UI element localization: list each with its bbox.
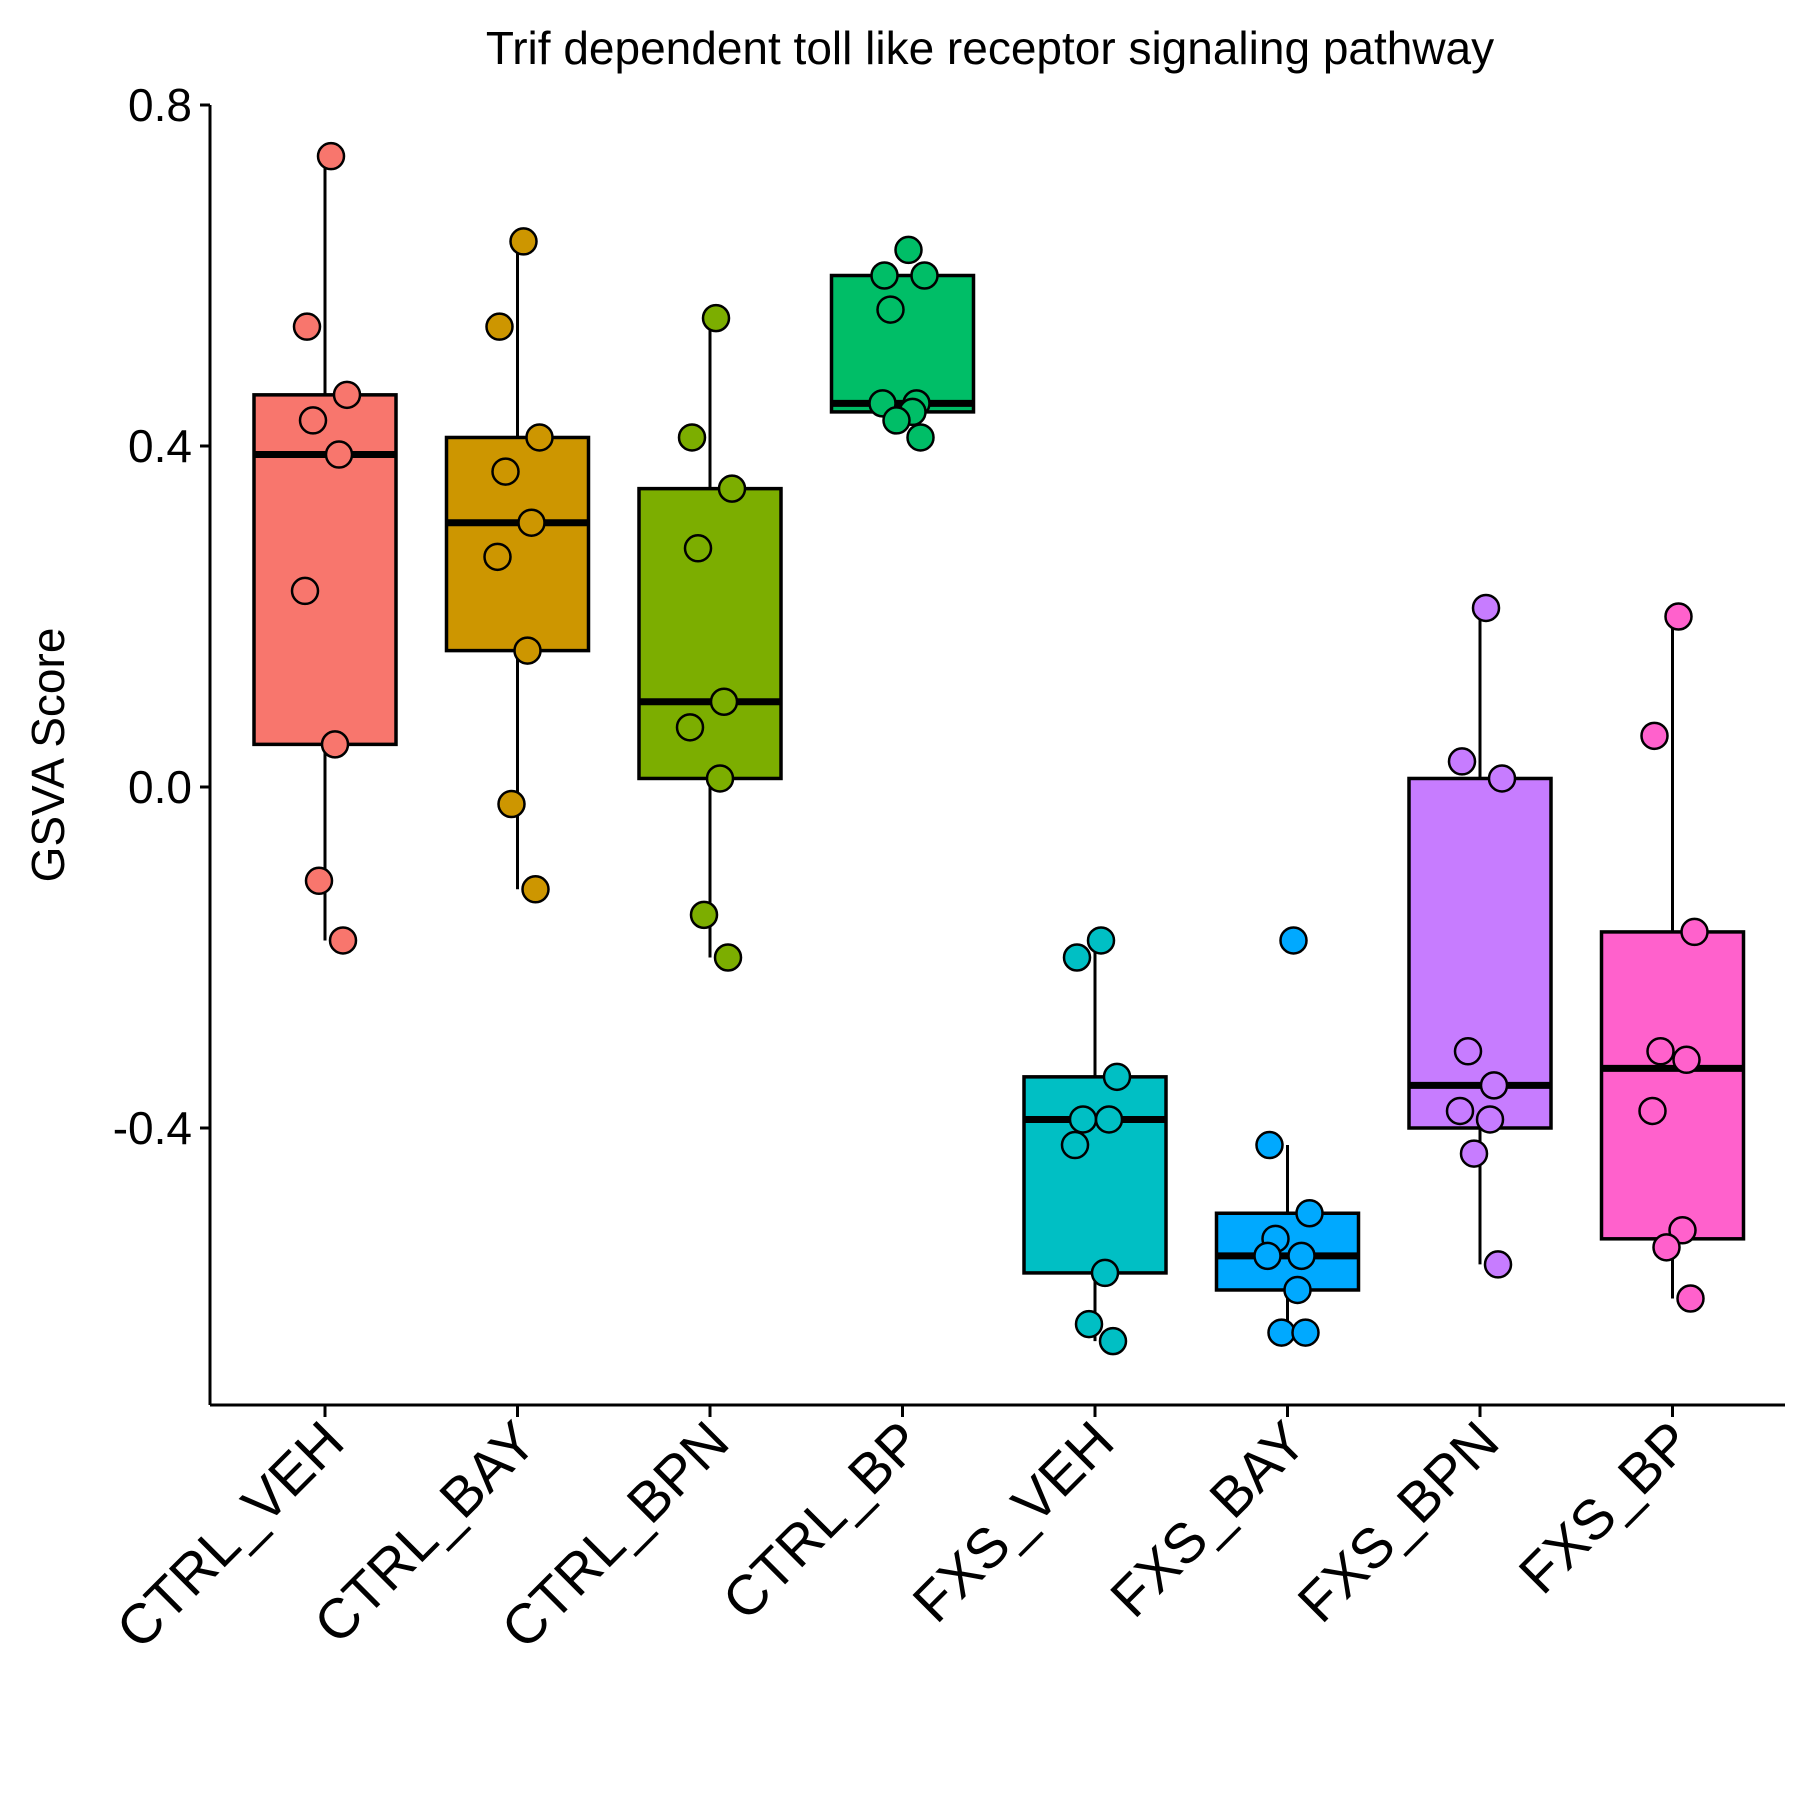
x-tick-label: FXS_BP xyxy=(1507,1409,1703,1605)
chart-title: Trif dependent toll like receptor signal… xyxy=(486,22,1494,74)
box-group-ctrl-veh xyxy=(252,141,398,955)
data-point xyxy=(1279,926,1308,955)
data-point xyxy=(701,303,731,333)
data-point xyxy=(320,730,350,759)
x-tick-label: FXS_BAY xyxy=(1098,1409,1318,1629)
data-point xyxy=(1253,1241,1282,1271)
data-point xyxy=(485,312,514,341)
y-tick-label: 0.8 xyxy=(128,79,192,131)
data-point xyxy=(705,764,735,793)
data-point xyxy=(1267,1318,1296,1347)
data-point xyxy=(906,423,935,452)
data-point xyxy=(1652,1233,1681,1262)
iqr-box xyxy=(1599,930,1746,1241)
data-point xyxy=(1640,721,1669,751)
data-point xyxy=(1638,1096,1667,1126)
data-point xyxy=(1098,1326,1128,1356)
data-point xyxy=(1453,1037,1483,1066)
x-tick-label: FXS_BPN xyxy=(1285,1409,1510,1634)
data-point xyxy=(525,423,554,452)
y-tick-label: 0.0 xyxy=(128,761,192,813)
data-point xyxy=(290,576,320,606)
data-point xyxy=(876,295,905,324)
y-axis-label: GSVA Score xyxy=(22,628,74,883)
iqr-box xyxy=(637,486,783,781)
data-point xyxy=(1068,1105,1098,1134)
data-point xyxy=(717,474,747,503)
iqr-box xyxy=(252,393,398,747)
data-point xyxy=(1074,1309,1104,1339)
data-point xyxy=(328,926,358,955)
data-point xyxy=(910,261,939,290)
data-point xyxy=(683,534,713,563)
iqr-box xyxy=(829,273,976,414)
data-point xyxy=(675,713,705,742)
data-point xyxy=(517,508,546,537)
data-point xyxy=(1090,1258,1120,1288)
data-point xyxy=(1445,1096,1475,1126)
box-group-ctrl-bay xyxy=(444,227,591,904)
data-point xyxy=(304,866,334,896)
data-point xyxy=(1062,943,1092,972)
box-group-fxs-veh xyxy=(1022,926,1168,1356)
x-tick-label: FXS_VEH xyxy=(900,1409,1125,1634)
data-point xyxy=(894,235,923,265)
data-point xyxy=(1459,1139,1489,1168)
data-point xyxy=(1475,1105,1505,1134)
data-point xyxy=(689,900,719,930)
data-point xyxy=(332,380,362,410)
data-point xyxy=(497,789,526,819)
data-point xyxy=(870,261,899,290)
data-point xyxy=(1287,1241,1316,1271)
iqr-box xyxy=(1022,1075,1168,1275)
iqr-box xyxy=(1214,1211,1361,1292)
data-point xyxy=(1102,1062,1132,1092)
plot-area: -0.40.00.40.8CTRL_VEHCTRL_BAYCTRL_BPNCTR… xyxy=(104,79,1785,1660)
data-point xyxy=(491,457,520,486)
box-group-fxs-bay xyxy=(1214,926,1361,1347)
iqr-box xyxy=(1407,776,1553,1130)
data-point xyxy=(1086,926,1116,955)
data-point xyxy=(1676,1284,1705,1313)
data-point xyxy=(1646,1037,1675,1066)
data-point xyxy=(298,406,328,435)
data-point xyxy=(521,875,550,904)
data-point xyxy=(1487,764,1517,793)
data-point xyxy=(1295,1199,1324,1228)
data-point xyxy=(1483,1250,1513,1279)
data-point xyxy=(292,312,322,341)
data-point xyxy=(1447,747,1477,776)
data-point xyxy=(1255,1130,1284,1160)
box-group-ctrl-bpn xyxy=(637,303,783,972)
data-point xyxy=(1680,917,1709,947)
box-group-fxs-bp xyxy=(1599,602,1746,1313)
data-point xyxy=(1479,1071,1509,1100)
data-point xyxy=(1672,1045,1701,1075)
data-point xyxy=(509,227,538,256)
x-tick-label: CTRL_BP xyxy=(710,1409,933,1632)
y-tick-label: -0.4 xyxy=(113,1102,192,1154)
data-point xyxy=(1664,602,1693,631)
data-point xyxy=(483,542,512,572)
box-group-fxs-bpn xyxy=(1407,593,1553,1279)
data-point xyxy=(713,943,743,972)
data-point xyxy=(1291,1318,1320,1347)
box-group-ctrl-bp xyxy=(829,235,976,452)
data-point xyxy=(1060,1130,1090,1160)
data-point xyxy=(316,141,346,171)
data-point xyxy=(1094,1105,1124,1134)
data-point xyxy=(882,406,911,435)
data-point xyxy=(513,636,542,665)
data-point xyxy=(709,687,739,716)
data-point xyxy=(1471,593,1501,623)
data-point xyxy=(324,440,354,469)
data-point xyxy=(1283,1275,1312,1305)
data-point xyxy=(677,423,707,452)
y-tick-label: 0.4 xyxy=(128,420,192,472)
